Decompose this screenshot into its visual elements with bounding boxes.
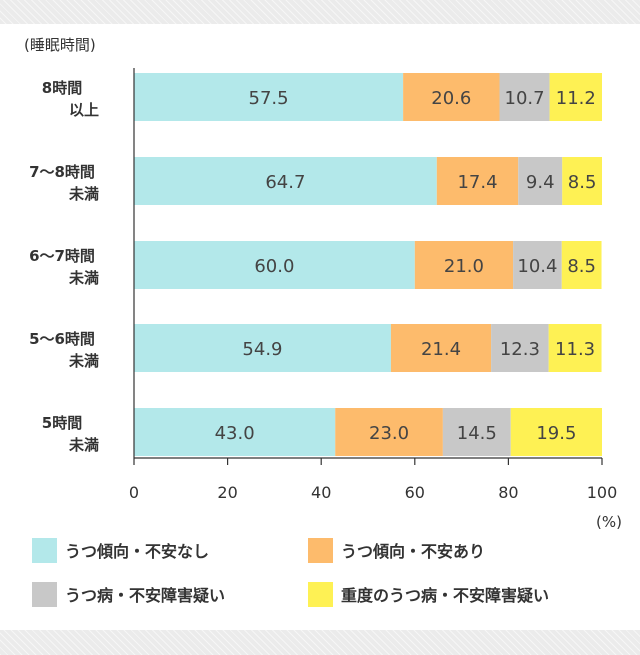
category-label-0-0: 8時間 <box>42 79 82 97</box>
category-label-1-0: 7～8時間 <box>29 163 95 181</box>
x-tick-label-4: 80 <box>498 483 518 502</box>
x-tick-label-3: 60 <box>405 483 425 502</box>
bar-segment-0-0 <box>134 73 404 121</box>
bar-segment-2-2 <box>513 241 562 289</box>
bar-segment-2-4 <box>442 408 511 456</box>
category-label-3-0: 5～6時間 <box>29 330 95 348</box>
data-label-1-0: 20.6 <box>431 88 471 109</box>
data-label-3-0: 11.2 <box>556 88 596 109</box>
category-label-4-1: 未満 <box>68 436 99 454</box>
bar-segment-1-4 <box>335 408 443 456</box>
data-label-0-2: 60.0 <box>254 256 294 277</box>
data-label-2-3: 12.3 <box>500 339 540 360</box>
data-label-2-0: 10.7 <box>505 88 545 109</box>
data-label-1-3: 21.4 <box>421 339 461 360</box>
category-label-1-1: 未満 <box>68 185 99 203</box>
category-label-2-1: 未満 <box>68 269 99 287</box>
bar-segment-2-3 <box>491 324 549 372</box>
data-label-3-4: 19.5 <box>536 423 576 444</box>
bar-segment-1-2 <box>414 241 514 289</box>
bar-segment-3-3 <box>548 324 602 372</box>
data-label-2-4: 14.5 <box>457 423 497 444</box>
x-tick-label-2: 40 <box>311 483 331 502</box>
bar-segment-3-1 <box>562 157 602 205</box>
data-label-2-2: 10.4 <box>517 256 557 277</box>
x-tick-label-0: 0 <box>129 483 139 502</box>
x-tick-label-1: 20 <box>217 483 237 502</box>
category-label-4-0: 5時間 <box>42 414 82 432</box>
x-tick-label-5: 100 <box>587 483 618 502</box>
bar-segment-0-2 <box>134 241 415 289</box>
data-label-1-2: 21.0 <box>444 256 484 277</box>
data-label-0-4: 43.0 <box>215 423 255 444</box>
data-label-3-3: 11.3 <box>555 339 595 360</box>
bar-segment-1-3 <box>390 324 492 372</box>
bar-segment-0-4 <box>134 408 336 456</box>
bar-segment-0-1 <box>134 157 437 205</box>
data-label-0-1: 64.7 <box>265 172 305 193</box>
bar-segment-2-0 <box>499 73 550 121</box>
data-label-3-2: 8.5 <box>567 256 596 277</box>
data-label-0-3: 54.9 <box>242 339 282 360</box>
data-label-0-0: 57.5 <box>249 88 289 109</box>
bar-segment-1-0 <box>403 73 500 121</box>
bar-segment-3-0 <box>549 73 602 121</box>
bar-segment-3-2 <box>561 241 602 289</box>
category-label-3-1: 未満 <box>68 352 99 370</box>
bar-segment-2-1 <box>518 157 563 205</box>
category-label-0-1: 以上 <box>69 101 99 119</box>
data-label-1-1: 17.4 <box>457 172 497 193</box>
x-axis-unit-label: (%) <box>596 513 622 531</box>
data-label-2-1: 9.4 <box>526 172 555 193</box>
data-label-1-4: 23.0 <box>369 423 409 444</box>
y-axis-unit-label: (睡眠時間) <box>24 36 96 54</box>
bar-segment-0-3 <box>134 324 391 372</box>
category-label-2-0: 6～7時間 <box>29 247 95 265</box>
bar-segment-1-1 <box>436 157 519 205</box>
data-label-3-1: 8.5 <box>568 172 597 193</box>
bar-segment-3-4 <box>510 408 602 456</box>
